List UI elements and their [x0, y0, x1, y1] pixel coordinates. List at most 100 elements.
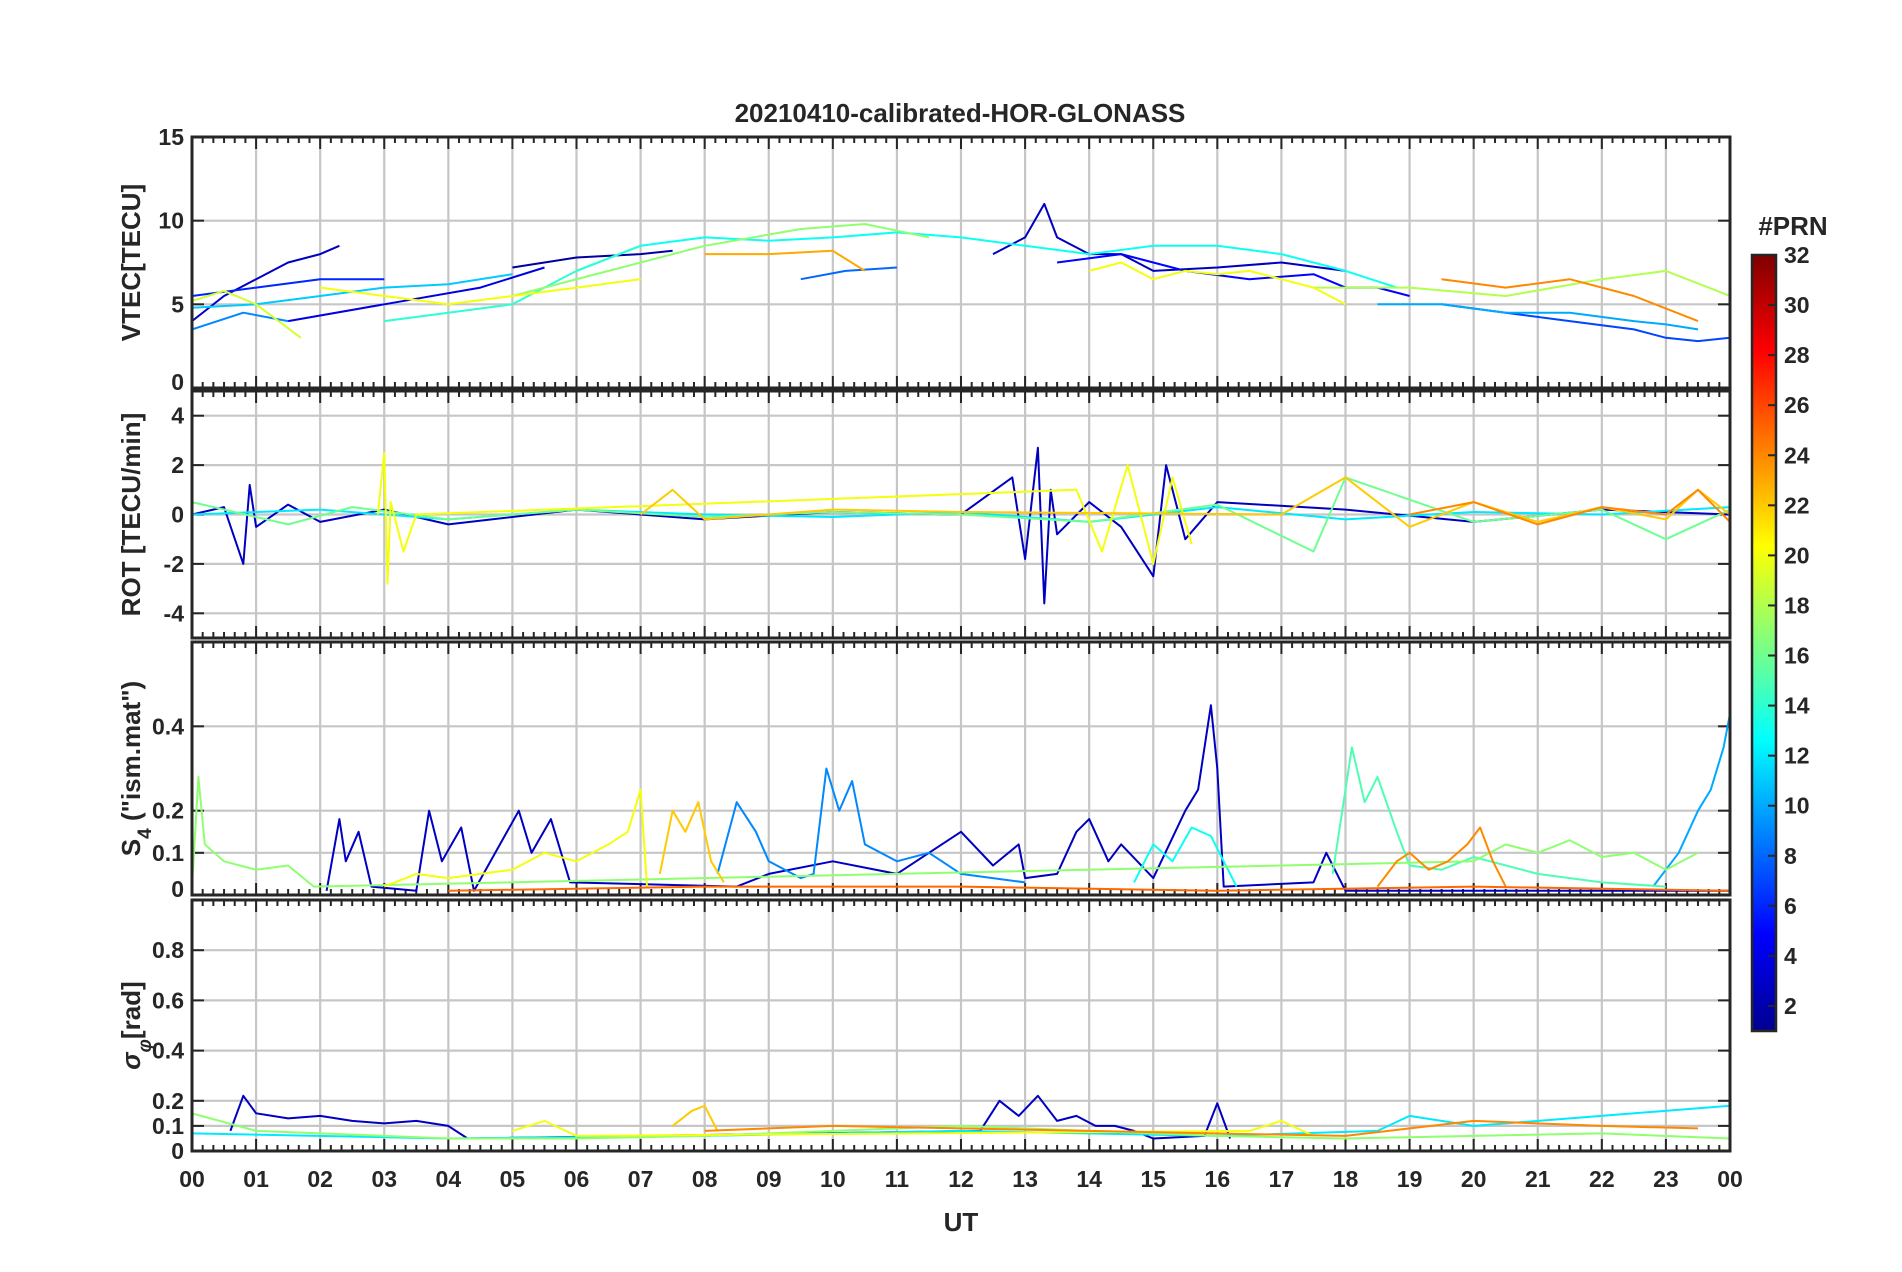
series-prn-16 — [192, 476, 1730, 553]
series-prn-9 — [716, 767, 1026, 884]
series-prn-22 — [639, 476, 1730, 528]
y-tick-label: -2 — [164, 551, 184, 577]
y-tick-label: 0 — [171, 502, 184, 528]
series-prn-3 — [992, 202, 1346, 272]
y-tick-label: -4 — [164, 600, 185, 626]
y-tick-label: 0.4 — [152, 713, 184, 739]
x-tick-label: 08 — [692, 1166, 718, 1192]
x-tick-label: 14 — [1076, 1166, 1102, 1192]
series-prn-17 — [512, 223, 930, 297]
y-tick-label: 0.4 — [152, 1038, 184, 1064]
x-tick-label: 07 — [628, 1166, 654, 1192]
x-tick-label: 21 — [1525, 1166, 1551, 1192]
x-tick-label: 18 — [1333, 1166, 1359, 1192]
panel-rot: -4 -2 0 2 4 ROT [TECU/min] — [116, 389, 1732, 640]
y-tick-label: 0 — [171, 369, 184, 395]
x-tick-label: 05 — [500, 1166, 526, 1192]
series-prn-24 — [1376, 826, 1507, 888]
figure-title: 20210410-calibrated-HOR-GLONASS — [735, 98, 1186, 128]
x-tick-label: 03 — [371, 1166, 397, 1192]
y-axis-label: σφ[rad] — [116, 981, 156, 1069]
series-prn-3 — [192, 244, 340, 322]
series-prn-10 — [1652, 713, 1730, 888]
x-tick-label: 23 — [1653, 1166, 1679, 1192]
colorbar-gradient — [1750, 253, 1778, 1033]
colorbar-tick-label: 8 — [1784, 843, 1797, 869]
series-prn-19 — [192, 289, 302, 339]
x-tick-label: 09 — [756, 1166, 782, 1192]
y-tick-label: 5 — [171, 291, 184, 317]
colorbar-tick-label: 4 — [1784, 943, 1797, 969]
colorbar-tick-label: 22 — [1784, 492, 1810, 518]
series-prn-15 — [1331, 746, 1666, 888]
colorbar-tick-label: 2 — [1784, 993, 1797, 1019]
series-group — [192, 202, 1730, 343]
series-prn-17 — [192, 775, 1699, 888]
y-tick-label: 0.1 — [152, 840, 184, 866]
series-prn-22 — [671, 1104, 719, 1132]
y-tick-label: 0.2 — [152, 798, 184, 824]
colorbar-tick-label: 12 — [1784, 743, 1810, 769]
x-tick-label: 15 — [1140, 1166, 1166, 1192]
y-tick-label: 15 — [158, 124, 184, 150]
series-group — [192, 446, 1730, 605]
y-tick-label: 2 — [171, 452, 184, 478]
x-tick-label: 16 — [1205, 1166, 1231, 1192]
series-prn-4 — [287, 266, 545, 323]
panel-s4: 00.10.20.4S4 ("ism.mat") — [116, 640, 1732, 902]
series-prn-24 — [1409, 488, 1730, 526]
x-tick-label: 00 — [179, 1166, 205, 1192]
panel-frame — [190, 640, 1732, 897]
panel-frame — [190, 135, 1732, 390]
series-prn-14 — [384, 244, 641, 323]
series-prn-23 — [704, 249, 866, 272]
x-tick-label: 20 — [1461, 1166, 1487, 1192]
series-prn-24 — [704, 1119, 1699, 1137]
y-axis-label: ROT [TECU/min] — [116, 413, 146, 617]
colorbar-tick-label: 26 — [1784, 392, 1810, 418]
y-axis-label-sub: φ — [135, 1039, 156, 1052]
x-tick-label: 13 — [1012, 1166, 1038, 1192]
series-prn-10 — [1377, 303, 1699, 331]
y-tick-label: 4 — [171, 403, 184, 429]
y-tick-label: 0 — [171, 876, 184, 902]
series-group — [192, 1094, 1730, 1140]
y-axis-label: VTEC[TECU] — [116, 184, 146, 341]
y-tick-label: 0.8 — [152, 937, 184, 963]
colorbar-tick-label: 24 — [1784, 442, 1810, 468]
series-prn-8 — [800, 266, 897, 281]
series-prn-20 — [376, 451, 1193, 585]
series-group — [192, 704, 1730, 892]
series-prn-20 — [383, 788, 648, 888]
x-tick-label: 19 — [1397, 1166, 1423, 1192]
y-tick-label: 10 — [158, 208, 184, 234]
y-axis-label-main: S — [116, 839, 146, 856]
x-tick-label: 00 — [1717, 1166, 1743, 1192]
colorbar-tick-label: 20 — [1784, 542, 1810, 568]
colorbar-tick-label: 10 — [1784, 793, 1810, 819]
colorbar-tick-label: 14 — [1784, 693, 1810, 719]
colorbar-tick-label: 6 — [1784, 893, 1797, 919]
panel-vtec: 0 5 10 15 VTEC[TECU] — [116, 124, 1732, 395]
colorbar-tick-label: 28 — [1784, 342, 1810, 368]
y-tick-label: 0.1 — [152, 1113, 184, 1139]
y-axis-label-main: σ — [116, 1051, 146, 1070]
x-tick-label: 01 — [243, 1166, 269, 1192]
series-prn-3 — [325, 704, 1730, 892]
y-tick-label: 0 — [171, 1138, 184, 1164]
x-tick-label: 10 — [820, 1166, 846, 1192]
y-axis-label-sub: 4 — [135, 828, 156, 839]
x-tick-label: 02 — [307, 1166, 333, 1192]
panel-sigma_phi: 00.10.2 0.4 0.6 0.8 σφ[rad] 00 01 02 03 04 05 06 07 0… — [116, 898, 1743, 1237]
x-tick-label: 06 — [564, 1166, 590, 1192]
panel-frame — [190, 389, 1732, 640]
series-prn-20 — [512, 1119, 1314, 1137]
series-prn-17 — [192, 1112, 1730, 1140]
series-prn-2 — [512, 249, 673, 269]
y-axis-label-rest: [rad] — [116, 981, 146, 1039]
series-prn-25 — [448, 885, 1730, 892]
series-prn-24 — [1441, 278, 1699, 323]
series-prn-13 — [576, 231, 1398, 289]
